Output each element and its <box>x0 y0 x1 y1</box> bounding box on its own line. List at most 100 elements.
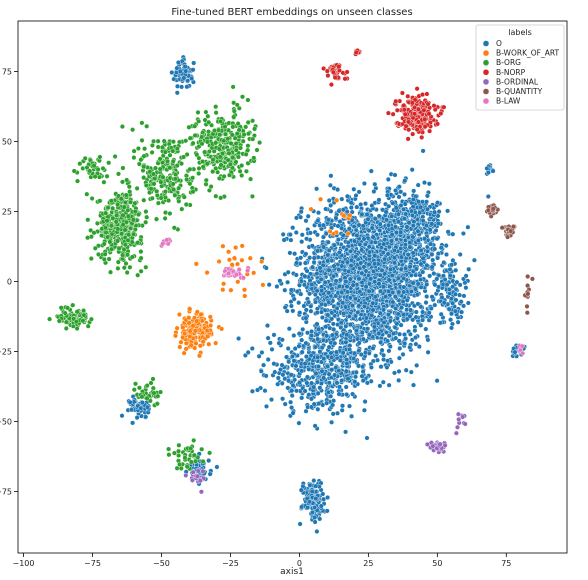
data-point <box>448 296 454 302</box>
data-point <box>113 219 119 225</box>
data-point <box>152 175 158 181</box>
data-point <box>379 267 385 273</box>
data-point <box>386 203 392 209</box>
data-point <box>372 261 378 267</box>
data-point <box>121 204 127 210</box>
data-point <box>299 337 305 343</box>
data-point <box>293 229 299 235</box>
data-point <box>294 388 300 394</box>
data-point <box>396 211 402 217</box>
data-point <box>337 218 343 224</box>
data-point <box>248 176 254 182</box>
data-point <box>370 300 376 306</box>
data-point <box>143 182 149 188</box>
data-point <box>420 317 426 323</box>
data-point <box>162 189 168 195</box>
data-point <box>396 289 402 295</box>
data-point <box>430 257 436 263</box>
data-point <box>386 382 392 388</box>
data-point <box>274 284 280 290</box>
data-point <box>314 321 320 327</box>
data-point <box>319 315 325 321</box>
data-point <box>426 181 432 187</box>
data-point <box>230 155 236 161</box>
data-point <box>362 241 368 247</box>
data-point <box>329 316 335 322</box>
data-point <box>261 362 267 368</box>
data-point <box>317 385 323 391</box>
data-point <box>356 276 362 282</box>
data-point <box>329 354 335 360</box>
data-point <box>316 326 322 332</box>
data-point <box>129 239 135 245</box>
data-point <box>435 251 441 257</box>
data-point <box>231 114 237 120</box>
data-point <box>392 370 398 376</box>
data-point <box>298 487 304 493</box>
data-point <box>236 336 242 342</box>
data-point <box>301 282 307 288</box>
data-point <box>356 222 362 228</box>
data-point <box>315 218 321 224</box>
data-point <box>141 175 147 181</box>
data-point <box>331 263 337 269</box>
data-point <box>174 90 180 96</box>
data-point <box>218 195 224 201</box>
data-point <box>402 242 408 248</box>
data-point <box>124 270 130 276</box>
data-point <box>320 491 326 497</box>
data-point <box>308 303 314 309</box>
data-point <box>122 242 128 248</box>
data-point <box>243 124 249 130</box>
data-point <box>358 260 364 266</box>
data-point <box>389 232 395 238</box>
data-point <box>239 257 245 263</box>
data-point <box>309 243 315 249</box>
data-point <box>250 118 256 124</box>
data-point <box>182 331 188 337</box>
data-point <box>154 188 160 194</box>
data-point <box>303 307 309 313</box>
data-point <box>344 332 350 338</box>
data-point <box>396 219 402 225</box>
data-point <box>435 213 441 219</box>
data-point <box>120 252 126 258</box>
data-point <box>177 344 183 350</box>
data-point <box>422 236 428 242</box>
data-point <box>190 140 196 146</box>
data-point <box>171 225 177 231</box>
data-point <box>132 200 138 206</box>
data-point <box>108 198 114 204</box>
data-point <box>398 266 404 272</box>
data-point <box>95 251 101 257</box>
data-point <box>315 248 321 254</box>
data-point <box>127 399 133 405</box>
data-point <box>290 308 296 314</box>
data-point <box>127 264 133 270</box>
data-point <box>294 260 300 266</box>
data-point <box>328 202 334 208</box>
data-point <box>176 139 182 145</box>
data-point <box>412 328 418 334</box>
data-point <box>116 245 122 251</box>
data-point <box>425 349 431 355</box>
data-point <box>446 306 452 312</box>
data-point <box>325 258 331 264</box>
data-point <box>186 124 192 130</box>
data-point <box>124 177 130 183</box>
data-point <box>447 266 453 272</box>
data-point <box>438 311 444 317</box>
data-point <box>259 350 265 356</box>
data-point <box>376 281 382 287</box>
data-point <box>288 399 294 405</box>
data-point <box>343 368 349 374</box>
data-point <box>314 529 320 535</box>
data-point <box>276 340 282 346</box>
data-point <box>316 401 322 407</box>
data-point <box>324 333 330 339</box>
data-point <box>385 338 391 344</box>
data-point <box>187 166 193 172</box>
data-point <box>418 204 424 210</box>
data-point <box>336 283 342 289</box>
data-point <box>429 294 435 300</box>
